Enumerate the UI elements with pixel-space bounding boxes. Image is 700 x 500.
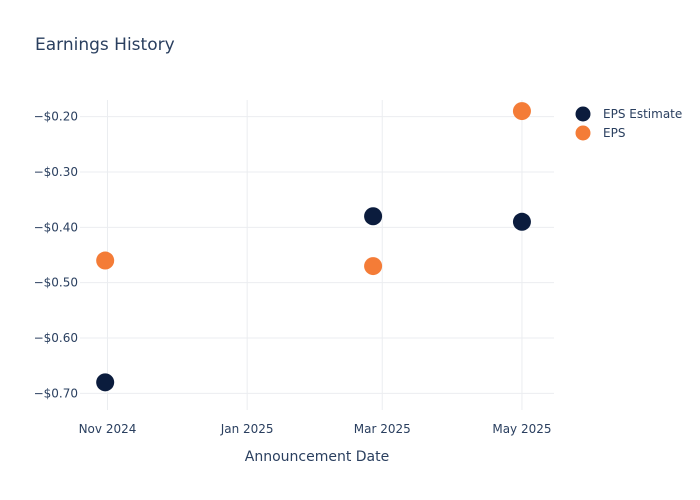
legend-label-eps-estimate: EPS Estimate — [603, 107, 682, 121]
x-tick-label: Nov 2024 — [79, 422, 137, 436]
legend: EPS Estimate EPS — [575, 106, 682, 141]
y-tick-label: −$0.60 — [34, 331, 78, 345]
x-axis-title: Announcement Date — [245, 449, 389, 465]
y-tick-label: −$0.40 — [34, 220, 78, 234]
legend-marker-eps — [575, 125, 591, 141]
grid-lines — [80, 100, 554, 410]
x-tick-label: May 2025 — [492, 422, 551, 436]
legend-label-eps: EPS — [603, 126, 625, 140]
y-tick-label: −$0.50 — [34, 276, 78, 290]
eps-point — [364, 257, 383, 276]
eps-estimate-point — [512, 212, 531, 231]
y-tick-label: −$0.30 — [34, 165, 78, 179]
y-axis-ticks: −$0.20 −$0.30 −$0.40 −$0.50 −$0.60 −$0.70 — [34, 110, 78, 401]
x-axis-ticks: Nov 2024 Jan 2025 Mar 2025 May 2025 — [79, 422, 552, 436]
chart-title: Earnings History — [35, 35, 175, 55]
legend-marker-eps-estimate — [575, 106, 591, 122]
eps-estimate-point — [364, 207, 383, 226]
eps-point — [512, 102, 531, 121]
y-tick-label: −$0.70 — [34, 386, 78, 400]
eps-estimate-point — [96, 373, 115, 392]
y-tick-label: −$0.20 — [34, 110, 78, 124]
data-points — [96, 102, 531, 392]
eps-point — [96, 251, 115, 270]
x-tick-label: Mar 2025 — [354, 422, 411, 436]
x-tick-label: Jan 2025 — [220, 422, 274, 436]
